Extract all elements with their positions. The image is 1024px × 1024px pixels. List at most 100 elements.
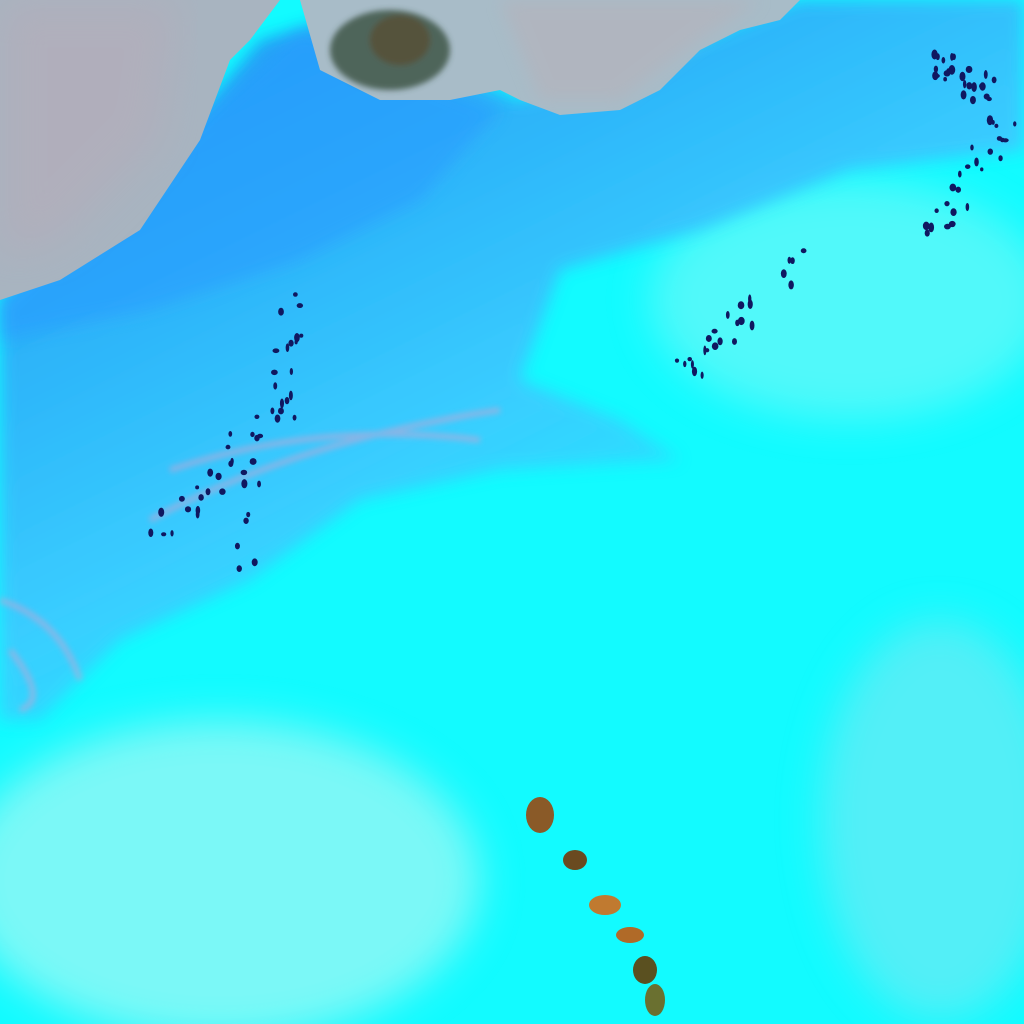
dark-spot	[240, 469, 248, 476]
dark-rock-top	[330, 10, 450, 90]
dark-spot	[970, 144, 974, 151]
dark-spot	[236, 565, 242, 573]
dark-spot	[944, 223, 951, 230]
dark-spot	[941, 57, 946, 64]
dark-spot	[195, 485, 200, 490]
dark-spot	[725, 310, 730, 319]
dark-spot	[717, 337, 723, 346]
dark-spot	[971, 82, 977, 92]
dark-spot	[241, 479, 248, 489]
dark-spot	[705, 334, 712, 342]
dark-spot	[980, 167, 984, 172]
dark-spot	[703, 345, 707, 356]
dark-spot	[234, 542, 240, 550]
dark-spot	[257, 433, 264, 439]
dark-spot	[969, 95, 976, 105]
dark-spot	[274, 414, 281, 423]
dark-spot	[272, 348, 280, 354]
dark-spot	[292, 414, 297, 421]
dark-spot	[735, 319, 740, 327]
dark-spot	[243, 517, 249, 525]
dark-spot	[951, 53, 956, 61]
dark-spot	[943, 70, 951, 77]
dark-spot	[983, 70, 988, 79]
dark-spot	[731, 338, 737, 345]
dark-spot	[1013, 121, 1017, 127]
dark-spot	[251, 558, 258, 567]
dark-spot	[687, 357, 693, 362]
dark-spot	[296, 303, 304, 309]
dark-spot	[704, 348, 710, 353]
pale-haze	[0, 180, 1024, 1024]
dark-spot	[950, 208, 957, 216]
land-top-tint	[500, 0, 760, 100]
dark-spot	[691, 366, 698, 377]
dark-spot	[294, 333, 300, 343]
dark-spot	[161, 532, 167, 537]
dark-spot	[178, 495, 185, 502]
dark-spot	[998, 155, 1003, 162]
dark-spot	[273, 382, 278, 390]
dark-spot	[955, 186, 962, 193]
pink-ridges	[0, 407, 501, 713]
dark-spot	[277, 407, 284, 415]
dark-spot	[944, 200, 950, 207]
dark-spot	[288, 339, 294, 347]
dark-spot	[284, 396, 290, 405]
dark-spot	[230, 457, 234, 465]
dark-spot	[674, 358, 680, 363]
dark-spot	[959, 71, 966, 82]
dark-spot	[228, 431, 233, 437]
dark-spot	[270, 407, 275, 415]
dark-spots	[148, 49, 1017, 573]
dark-spot	[962, 79, 967, 89]
dark-spot	[934, 73, 940, 78]
dark-spot	[934, 208, 939, 214]
dark-spot	[749, 320, 755, 331]
dark-spot	[292, 292, 298, 297]
dark-spot	[225, 444, 231, 450]
dark-spot	[935, 53, 940, 61]
dark-spot	[737, 316, 745, 326]
dark-spot	[711, 328, 718, 334]
dark-spot	[250, 431, 255, 438]
dark-spot	[924, 229, 930, 237]
dark-spot	[943, 77, 947, 82]
dark-spot	[207, 468, 214, 477]
dark-spot	[288, 390, 293, 401]
dark-spot	[285, 343, 290, 353]
dark-spot	[205, 488, 211, 496]
dark-spot	[780, 269, 787, 278]
dark-spot	[957, 170, 962, 178]
dark-spot	[991, 76, 997, 84]
dark-spot	[987, 148, 993, 155]
dark-spot	[933, 65, 939, 73]
dark-spot	[949, 183, 957, 192]
dark-spot	[219, 488, 226, 495]
land-left-tint	[0, 0, 180, 260]
dark-spot	[994, 123, 999, 128]
dark-spot	[299, 333, 304, 338]
dark-spot	[790, 257, 795, 265]
dark-spot	[700, 371, 704, 379]
dark-spot	[991, 119, 995, 125]
dark-spot	[974, 157, 979, 167]
dark-spot	[800, 248, 807, 254]
dark-spot	[737, 301, 745, 310]
dark-spot	[787, 256, 792, 264]
dark-spot	[964, 164, 971, 169]
dark-spot	[170, 530, 174, 537]
dark-spot	[158, 507, 165, 517]
dark-spot	[983, 93, 990, 100]
dark-spot	[965, 65, 973, 74]
dark-spot	[711, 342, 719, 351]
dark-spot	[1002, 138, 1009, 143]
dark-spot	[922, 221, 930, 231]
dark-spot	[271, 369, 278, 376]
dark-spot	[788, 280, 794, 290]
dark-spot	[979, 83, 986, 89]
dark-spot	[254, 414, 260, 419]
dark-spot	[747, 299, 753, 309]
